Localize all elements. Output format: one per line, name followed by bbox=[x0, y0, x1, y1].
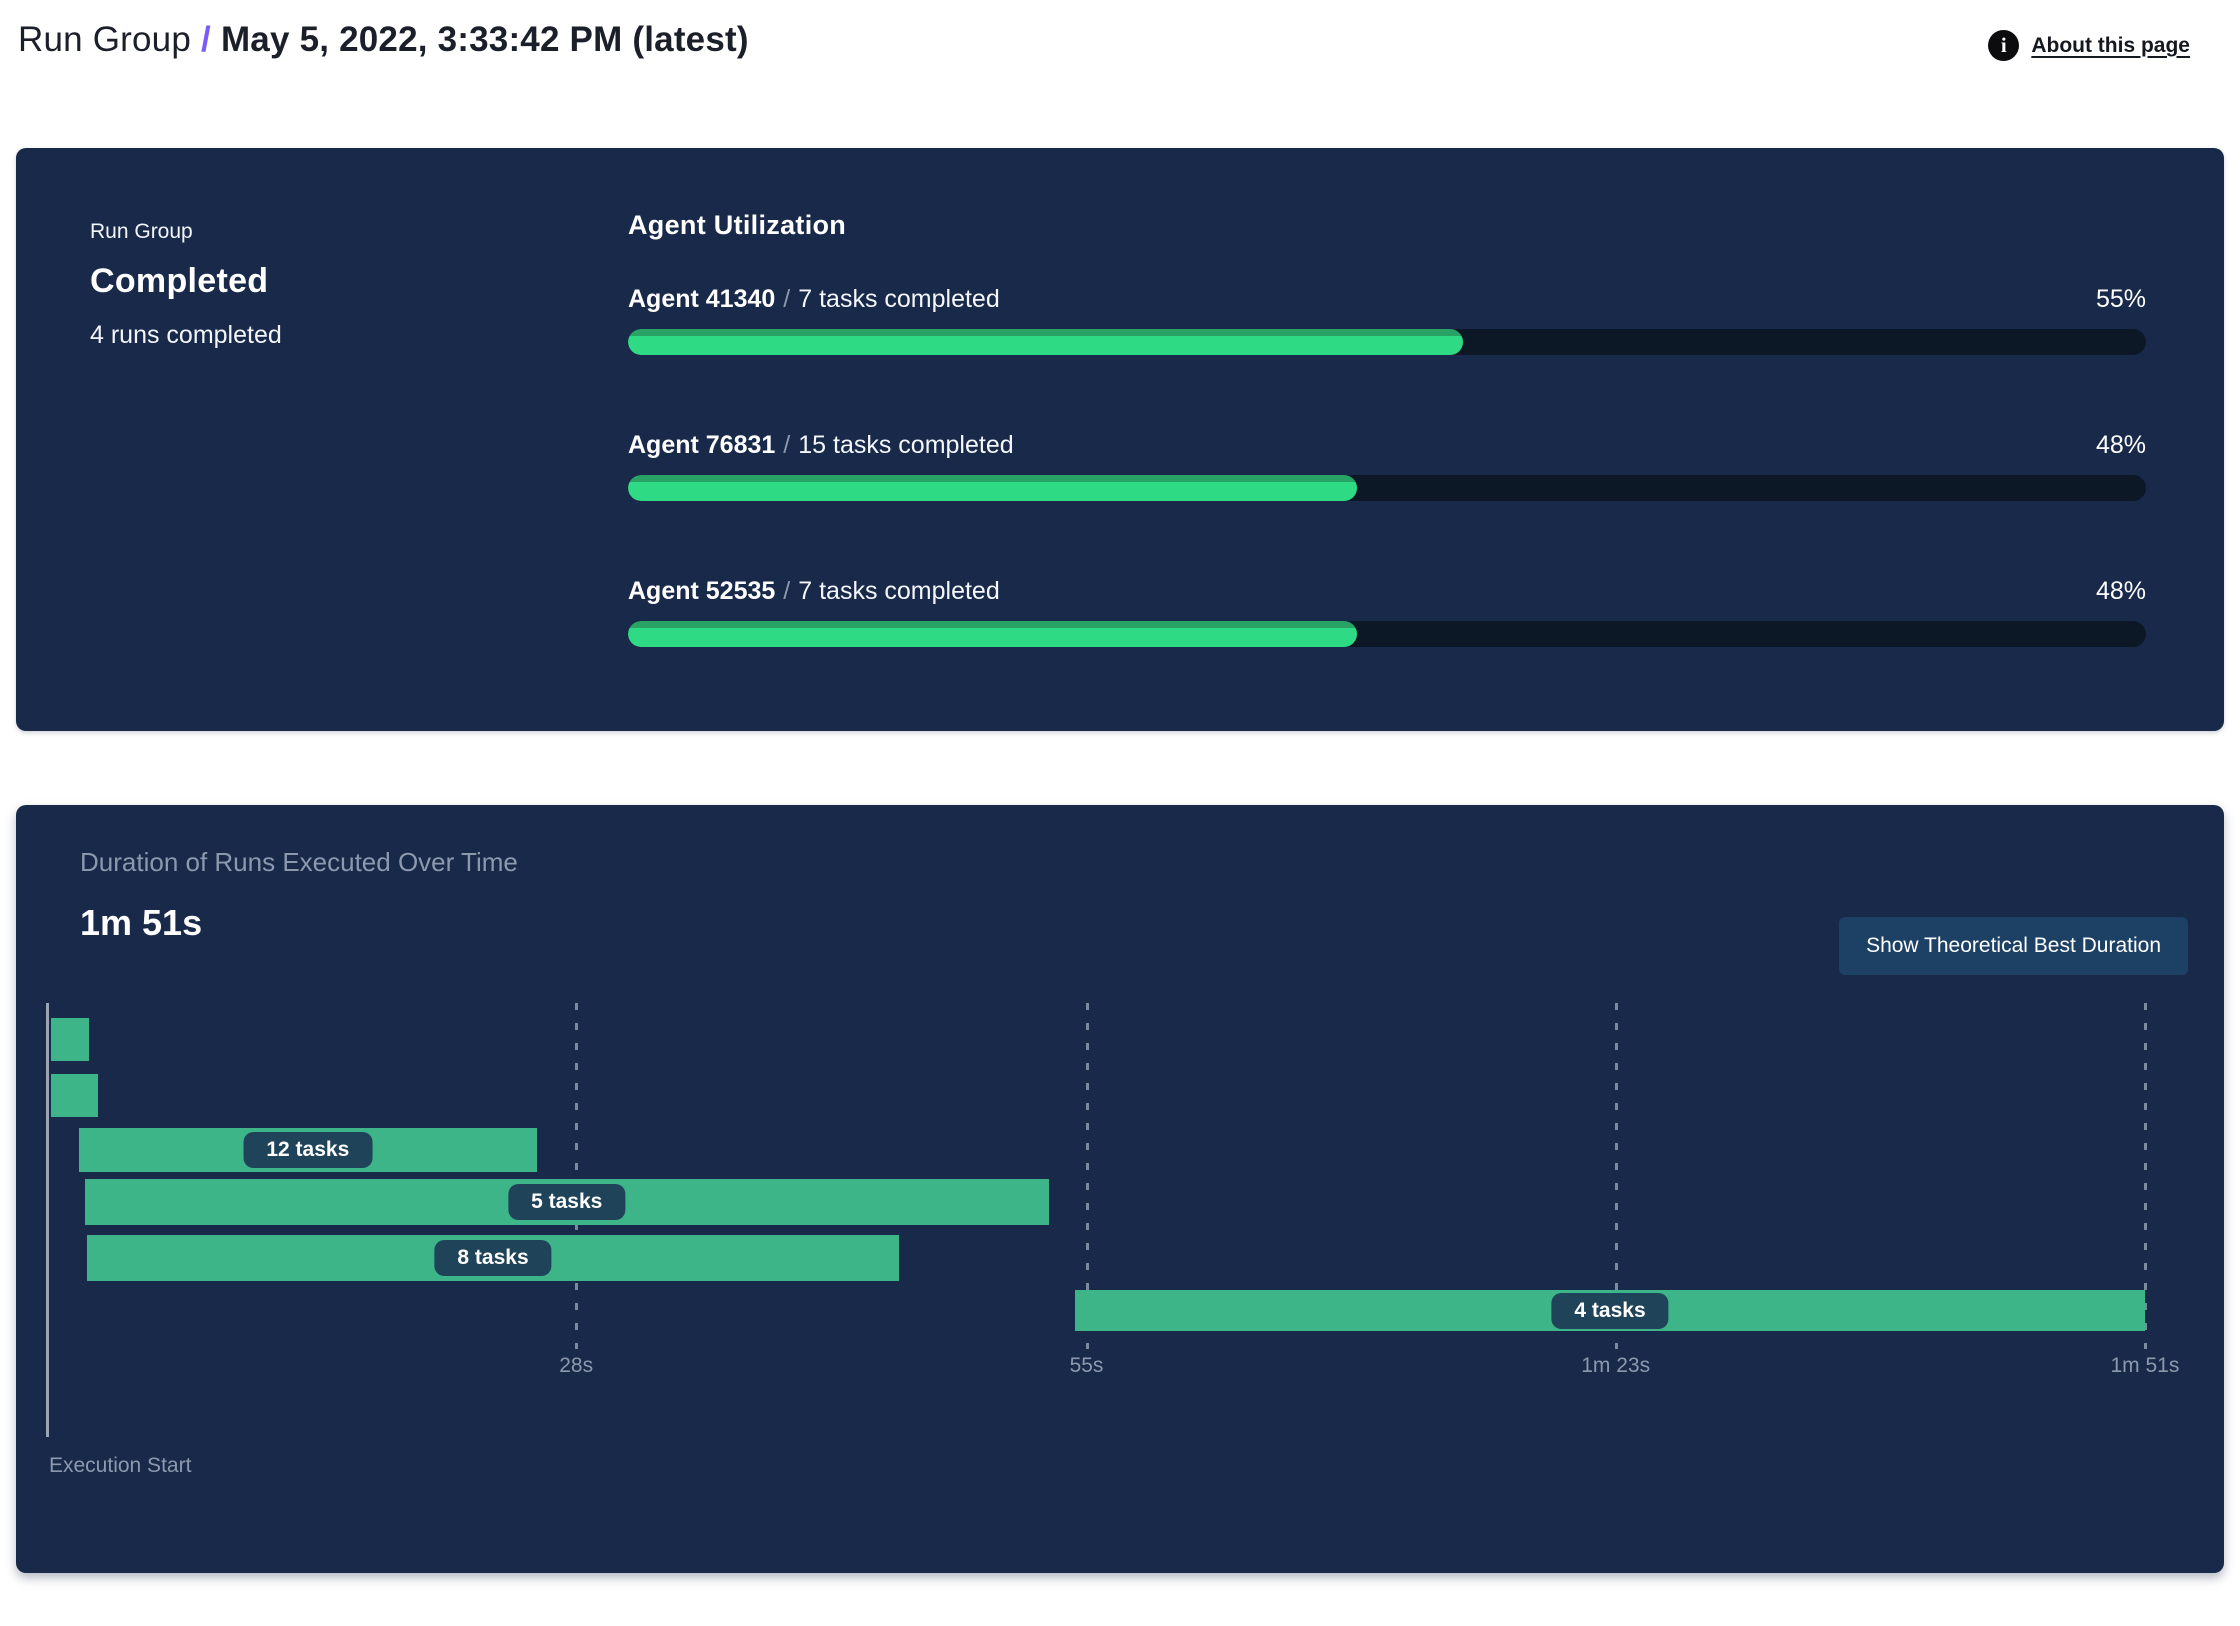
gantt-chart: Execution Start 28s 55s 1m 23s 1m 51s 12 tas… bbox=[16, 805, 2224, 1573]
utilization-percent: 48% bbox=[2095, 577, 2146, 605]
breadcrumb-run-group[interactable]: Run Group bbox=[18, 20, 192, 59]
page-header: Run Group / May 5, 2022, 3:33:42 PM (lates… bbox=[0, 0, 2240, 148]
gantt-run-bar: 4 tasks bbox=[1075, 1290, 2145, 1331]
info-icon[interactable]: i bbox=[1988, 30, 2020, 61]
run-summary-panel: Run Group Completed 4 runs completed Age… bbox=[16, 148, 2224, 731]
breadcrumb-separator: / bbox=[201, 20, 211, 59]
gantt-gridline bbox=[1085, 1003, 1089, 1349]
execution-start-label: Execution Start bbox=[49, 1454, 192, 1477]
agent-row-label: Agent 76831/15 tasks completed bbox=[628, 431, 1014, 460]
axis-tick-label: 1m 51s bbox=[2110, 1354, 2180, 1377]
run-group-label: Run Group bbox=[90, 220, 193, 243]
axis-tick-label: 28s bbox=[559, 1354, 594, 1377]
agent-row-label: Agent 52535/7 tasks completed bbox=[628, 577, 1000, 606]
agent-utilization-row: Agent 76831/15 tasks completed 48% bbox=[628, 431, 2146, 501]
agent-utilization-row: Agent 52535/7 tasks completed 48% bbox=[628, 577, 2146, 647]
show-theoretical-best-duration-button[interactable]: Show Theoretical Best Duration bbox=[1839, 917, 2188, 975]
utilization-percent: 48% bbox=[2095, 431, 2146, 459]
gantt-gridline bbox=[2143, 1003, 2147, 1349]
utilization-progressbar-track bbox=[628, 621, 2146, 647]
axis-tick-label: 55s bbox=[1069, 1354, 1104, 1377]
duration-panel: Duration of Runs Executed Over Time 1m 5… bbox=[16, 805, 2224, 1573]
agent-tasks-completed: 15 tasks completed bbox=[798, 431, 1014, 459]
gantt-run-bar: 12 tasks bbox=[79, 1128, 537, 1172]
agent-utilization-row: Agent 41340/7 tasks completed 55% bbox=[628, 285, 2146, 355]
label-separator: / bbox=[783, 285, 791, 313]
agent-tasks-completed: 7 tasks completed bbox=[798, 285, 1000, 313]
gantt-run-bar bbox=[50, 1018, 89, 1061]
label-separator: / bbox=[783, 431, 791, 459]
gantt-run-bar: 8 tasks bbox=[86, 1235, 900, 1281]
duration-total: 1m 51s bbox=[80, 902, 203, 943]
run-summary: Run Group Completed 4 runs completed bbox=[90, 210, 628, 731]
gantt-gridline bbox=[1614, 1003, 1618, 1349]
runs-completed-count: 4 runs completed bbox=[90, 321, 282, 349]
utilization-progressbar-fill bbox=[628, 475, 1357, 501]
page-title: May 5, 2022, 3:33:42 PM (latest) bbox=[220, 20, 749, 59]
task-count-badge: 12 tasks bbox=[243, 1132, 373, 1168]
utilization-percent: 55% bbox=[2095, 285, 2146, 313]
task-count-badge: 4 tasks bbox=[1551, 1292, 1669, 1329]
agent-name: Agent 76831 bbox=[628, 431, 776, 459]
agent-name: Agent 52535 bbox=[628, 577, 776, 605]
utilization-progressbar-fill bbox=[628, 621, 1357, 647]
gantt-run-bar: 5 tasks bbox=[84, 1179, 1049, 1225]
utilization-progressbar-track bbox=[628, 329, 2146, 355]
utilization-progressbar-fill bbox=[628, 329, 1463, 355]
agent-name: Agent 41340 bbox=[628, 285, 776, 313]
breadcrumb: Run Group / May 5, 2022, 3:33:42 PM (lates… bbox=[18, 14, 749, 66]
duration-chart-title: Duration of Runs Executed Over Time bbox=[80, 847, 518, 877]
execution-start-axis-line bbox=[46, 1003, 49, 1437]
about-this-page-link[interactable]: i About this page bbox=[1988, 30, 2190, 61]
gantt-run-bar bbox=[50, 1074, 99, 1117]
agent-utilization-section: Agent Utilization Agent 41340/7 tasks co… bbox=[628, 210, 2146, 731]
task-count-badge: 8 tasks bbox=[434, 1240, 552, 1276]
utilization-progressbar-track bbox=[628, 475, 2146, 501]
about-link-label[interactable]: About this page bbox=[2031, 33, 2190, 57]
gantt-gridline bbox=[575, 1003, 579, 1349]
agent-utilization-title: Agent Utilization bbox=[628, 210, 847, 240]
run-status: Completed bbox=[90, 262, 269, 300]
agent-row-label: Agent 41340/7 tasks completed bbox=[628, 285, 1000, 314]
agent-tasks-completed: 7 tasks completed bbox=[798, 577, 1000, 605]
label-separator: / bbox=[783, 577, 791, 605]
task-count-badge: 5 tasks bbox=[508, 1184, 626, 1220]
axis-tick-label: 1m 23s bbox=[1581, 1354, 1651, 1377]
